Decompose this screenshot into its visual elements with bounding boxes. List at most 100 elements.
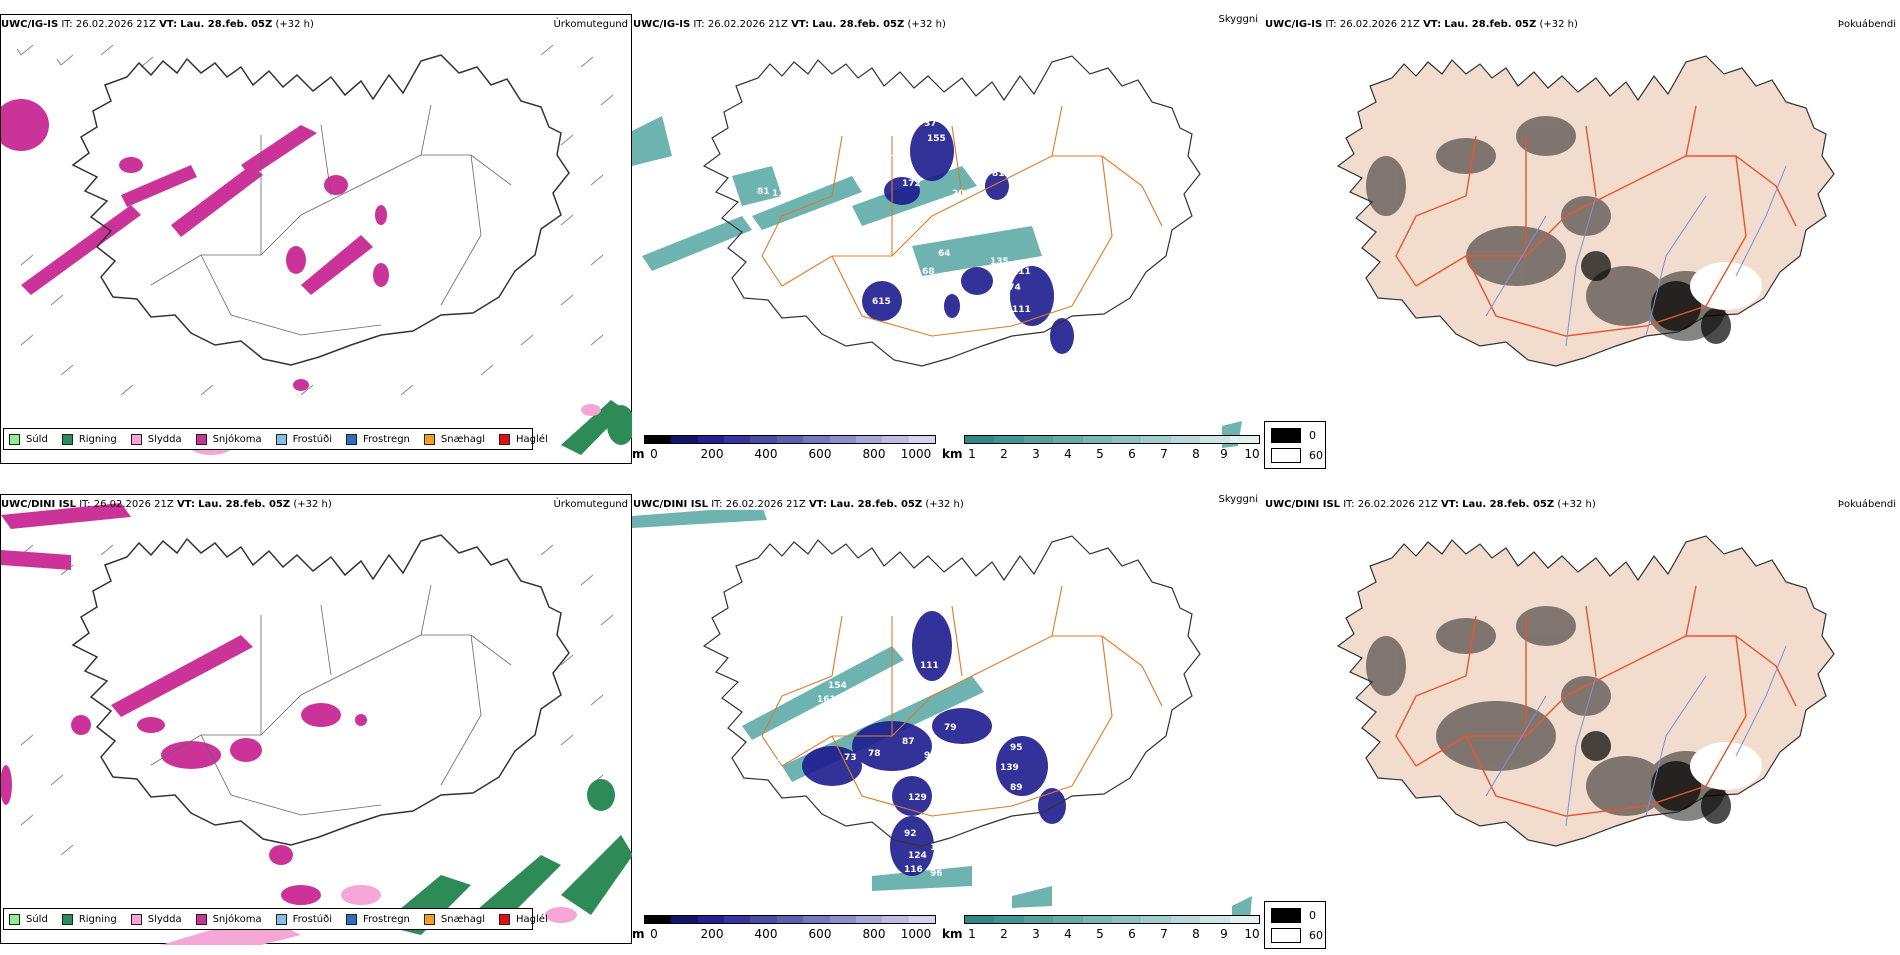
fog-map [1264, 30, 1896, 470]
roads [761, 585, 1163, 817]
legend-item-snow: Snjókoma [195, 913, 262, 925]
run-header: UWC/IG-IS IT: 26.02.2026 21Z VT: Lau. 28… [1265, 19, 1578, 30]
colorbar-tick: 9 [1220, 447, 1228, 461]
ceiling-value-label: 73 [844, 753, 857, 763]
colorbar-tick: 400 [754, 927, 778, 941]
fog-rivers [1485, 165, 1787, 347]
legend-swatch [130, 913, 142, 925]
colorbar-tick: 7 [1160, 447, 1168, 461]
fog-legend-row: 60 [1271, 448, 1323, 463]
legend-item-hail: Haglél [499, 913, 548, 925]
fog-roads [1395, 585, 1797, 817]
colorbar-tick: 0 [650, 927, 658, 941]
colorbar-unit: km [942, 447, 963, 461]
colorbar-tick: 800 [862, 927, 886, 941]
visibility-colorbar: km 1 2 3 4 5 6 7 8 9 10 [942, 435, 1264, 463]
precip-map: Súld Rigning Slydda Snjókoma Frostúði Fr… [0, 14, 632, 464]
legend-swatch [61, 913, 73, 925]
precip-type-panel: Súld Rigning Slydda Snjókoma Frostúði Fr… [0, 480, 632, 955]
ceiling-value-label: 121 [930, 843, 949, 853]
colorbar-strip [644, 435, 936, 444]
ceiling-value-label: 37 [924, 119, 937, 129]
cloud-map: 37 155 151 172 204 135 111 174 111 64 68… [632, 30, 1264, 470]
colorbar-tick: 6 [1128, 927, 1136, 941]
fog-legend-row: 0 [1271, 428, 1316, 443]
colorbar-unit: km [942, 927, 963, 941]
colorbar-tick: 4 [1064, 927, 1072, 941]
colorbar-tick: 10 [1244, 927, 1260, 941]
ceiling-value-label: 90 [924, 751, 937, 761]
fog-legend-row: 60 [1271, 928, 1323, 943]
ceiling-value-label: 129 [908, 793, 927, 803]
ceiling-value-label: 78 [868, 749, 881, 759]
colorbar-tick: 600 [808, 927, 832, 941]
legend-swatch [195, 913, 207, 925]
low-visibility-areas [632, 116, 1242, 448]
colorbar-tick: 4 [1064, 447, 1072, 461]
colorbar-tick: 8 [1192, 447, 1200, 461]
forecast-row-dini: Súld Rigning Slydda Snjókoma Frostúði Fr… [0, 480, 1900, 955]
colorbar-tick: 400 [754, 447, 778, 461]
colorbar-strip [964, 435, 1260, 444]
ceiling-colorbar: m 0 200 400 600 800 1000 [632, 435, 938, 463]
colorbar-tick: 2 [1000, 927, 1008, 941]
panel-title: Þokuábendi [1837, 19, 1896, 30]
ceiling-value-label: 155 [927, 134, 946, 144]
colorbar-tick: 5 [1096, 447, 1104, 461]
legend-swatch [195, 433, 207, 445]
ceiling-value-label: 64 [938, 249, 951, 259]
fog-map [1264, 510, 1896, 950]
colorbar-tick: 200 [700, 447, 724, 461]
snow-areas [1, 503, 367, 905]
colorbar-tick: 5 [1096, 927, 1104, 941]
ceiling-value-label: 204 [952, 189, 971, 199]
colorbar-tick: 1 [968, 447, 976, 461]
ceiling-value-label: 172 [902, 179, 921, 189]
ceiling-value-label: 95 [1010, 743, 1023, 753]
ceiling-value-label: 161 [817, 695, 836, 705]
ceiling-colorbar: m 0 200 400 600 800 1000 [632, 915, 938, 943]
legend-swatch [130, 433, 142, 445]
legend-swatch [423, 433, 435, 445]
rain-areas [561, 400, 632, 455]
legend-swatch [423, 913, 435, 925]
ceiling-value-label: 124 [908, 851, 927, 861]
cloud-visibility-panel: UWC/DINI ISL IT: 26.02.2026 21Z VT: Lau.… [632, 480, 1264, 955]
snow-areas [1, 99, 389, 391]
visibility-colorbar: km 1 2 3 4 5 6 7 8 9 10 [942, 915, 1264, 943]
ceiling-value-label: 151 [887, 149, 906, 159]
ceiling-value-label: 96 [930, 869, 943, 879]
cloud-map: 111 154 161 79 95 139 89 73 78 129 92 12… [632, 510, 1264, 950]
run-header: UWC/DINI ISL IT: 26.02.2026 21Z VT: Lau.… [1265, 499, 1596, 510]
run-header: UWC/IG-IS IT: 26.02.2026 21Z VT: Lau. 28… [1, 19, 314, 30]
colorbar-tick: 200 [700, 927, 724, 941]
panel-title: Skyggni [1218, 494, 1258, 505]
colorbar-unit: m [632, 447, 645, 461]
precip-map: Súld Rigning Slydda Snjókoma Frostúði Fr… [0, 494, 632, 945]
legend-swatch [9, 433, 20, 445]
ceiling-value-label: 114 [772, 189, 791, 199]
legend-swatch [346, 433, 357, 445]
ceiling-labels: 37 155 151 172 204 135 111 174 111 64 68… [757, 119, 1031, 315]
ceiling-value-label: 81 [992, 169, 1005, 179]
run-header: UWC/IG-IS IT: 26.02.2026 21Z VT: Lau. 28… [633, 19, 946, 30]
fog-roads [1395, 105, 1797, 337]
ceiling-value-label: 164 [872, 273, 891, 283]
legend-swatch [61, 433, 73, 445]
legend-item-hail: Haglél [499, 433, 548, 445]
legend-swatch [499, 433, 511, 445]
colorbar-tick: 8 [1192, 927, 1200, 941]
colorbar-tick: 1 [968, 927, 976, 941]
legend-item-drizzle: Súld [9, 913, 48, 925]
colorbar-unit: m [632, 927, 645, 941]
panel-title: Þokuábendi [1837, 499, 1896, 510]
legend-swatch [346, 913, 357, 925]
panel-title: Úrkomutegund [553, 19, 628, 30]
ceiling-value-label: 92 [904, 829, 917, 839]
ceiling-value-label: 111 [920, 661, 939, 671]
fog-legend-swatch [1271, 928, 1301, 943]
fog-indicator-panel: UWC/DINI ISL IT: 26.02.2026 21Z VT: Lau.… [1264, 480, 1900, 955]
cloud-visibility-panel: UWC/IG-IS IT: 26.02.2026 21Z VT: Lau. 28… [632, 0, 1264, 475]
precip-legend: Súld Rigning Slydda Snjókoma Frostúði Fr… [3, 428, 548, 450]
legend-item-sleet: Slydda [130, 913, 182, 925]
